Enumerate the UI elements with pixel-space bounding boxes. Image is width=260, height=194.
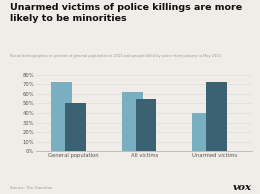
Text: Source: The Guardian: Source: The Guardian <box>10 186 53 190</box>
Text: vox: vox <box>233 183 252 192</box>
Bar <box>65 103 86 151</box>
Text: Racial demographics in percent of general population in 2013 and people killed b: Racial demographics in percent of genera… <box>10 54 222 58</box>
Bar <box>122 92 143 151</box>
Bar <box>206 82 227 151</box>
Bar <box>192 113 213 151</box>
Bar <box>51 82 72 151</box>
Legend: White, Minority: White, Minority <box>98 193 156 194</box>
Text: Unarmed victims of police killings are more
likely to be minorities: Unarmed victims of police killings are m… <box>10 3 243 23</box>
Bar <box>135 99 156 151</box>
